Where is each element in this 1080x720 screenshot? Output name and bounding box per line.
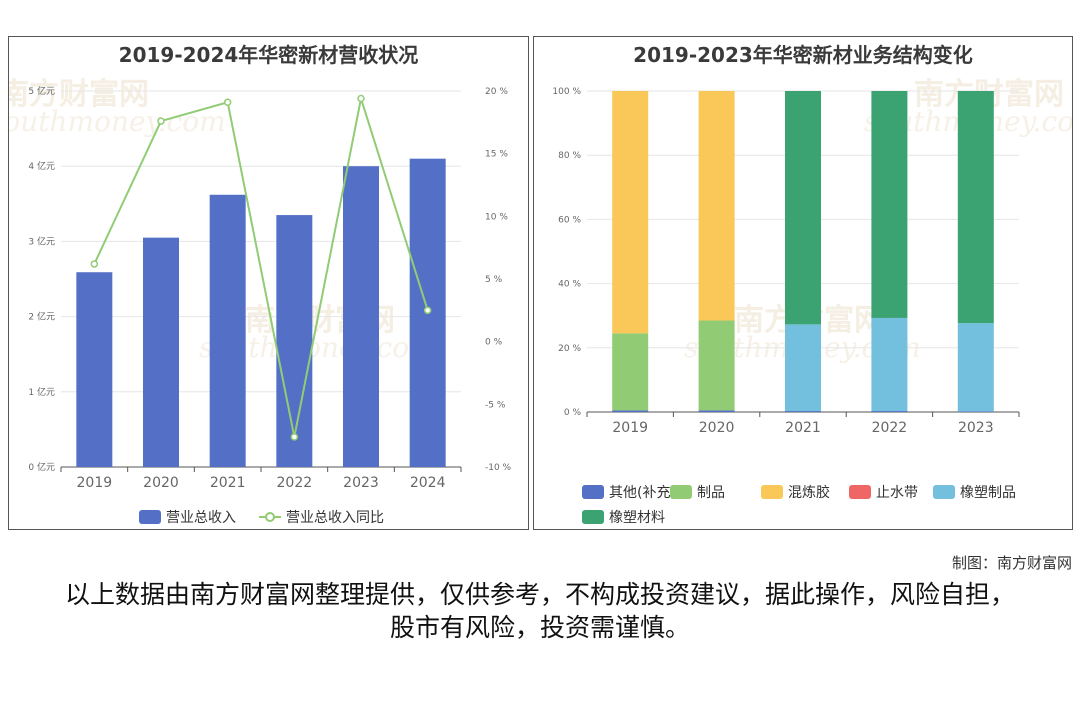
revenue-chart: 0 亿元 1 亿元 2 亿元 3 亿元 4 亿元 5 亿元 -10 % -5 % 0 % 5 % 1… <box>28 85 512 526</box>
line-point <box>157 117 165 125</box>
bar <box>76 272 113 467</box>
line-point <box>423 306 432 315</box>
x-tick-label: 2023 <box>958 420 994 436</box>
legend-swatch <box>761 485 783 499</box>
disclaimer-text: 以上数据由南方财富网整理提供，仅供参考，不构成投资建议，据此操作，风险自担，股市… <box>64 580 1015 642</box>
y-tick-label: 1 亿元 <box>28 386 55 398</box>
legend-swatch <box>265 512 275 522</box>
line-point <box>290 433 299 441</box>
chart-title: 2019-2023年华密新材业务结构变化 <box>633 43 973 67</box>
legend-label: 制品 <box>697 485 725 501</box>
stacked-bar-segment <box>871 317 908 412</box>
line-series <box>93 98 429 438</box>
y-tick-label: 0 % <box>564 408 582 418</box>
business-structure-chart-panel: 南方财富网 southmoney.com 南方财富网 southmoney.co… <box>533 36 1073 530</box>
legend-swatch <box>582 485 604 499</box>
y-tick-label: 5 亿元 <box>28 85 55 97</box>
x-tick-label: 2022 <box>872 420 908 436</box>
y2-tick-label: 10 % <box>485 212 508 222</box>
y2-tick-label: -5 % <box>485 400 506 410</box>
stacked-bar-segment <box>957 91 994 324</box>
y-tick-label: 80 % <box>558 151 581 161</box>
x-tick-label: 2022 <box>277 475 313 491</box>
legend-label: 橡塑制品 <box>960 485 1016 501</box>
legend-label: 营业总收入同比 <box>286 510 384 526</box>
legend-swatch <box>139 510 161 524</box>
stacked-bar-segment <box>612 333 649 411</box>
y2-tick-label: 15 % <box>485 150 508 160</box>
x-tick-label: 2019 <box>77 475 113 491</box>
stacked-bar-segment <box>698 91 735 321</box>
bar <box>343 166 379 467</box>
legend-label: 营业总收入 <box>166 510 236 526</box>
bar <box>276 215 313 467</box>
line-point <box>357 94 365 103</box>
stacked-bar-segment <box>612 91 649 334</box>
stacked-bar-segment <box>957 411 994 412</box>
revenue-chart-panel: 南方财富网 southmoney.com 南方财富网 southmoney.co… <box>8 36 529 530</box>
y-tick-label: 3 亿元 <box>28 235 55 247</box>
y-tick-label: 0 亿元 <box>28 461 55 473</box>
legend-label: 其他(补充) <box>609 485 676 501</box>
legend-label: 止水带 <box>876 485 918 501</box>
stacked-bar-segment <box>785 91 821 325</box>
stacked-bar-segment <box>785 411 821 412</box>
y2-tick-label: -10 % <box>485 463 512 473</box>
y-tick-label: 4 亿元 <box>28 160 55 172</box>
x-tick-label: 2020 <box>143 475 179 491</box>
y-tick-label: 20 % <box>558 344 581 354</box>
bar <box>143 237 179 467</box>
chart-title: 2019-2024年华密新材营收状况 <box>118 43 419 67</box>
y-tick-label: 2 亿元 <box>28 311 55 323</box>
x-tick-label: 2020 <box>699 420 735 436</box>
y-tick-label: 40 % <box>558 280 581 290</box>
y2-tick-label: 5 % <box>485 275 503 285</box>
legend-swatch <box>670 485 692 499</box>
business-structure-chart: 0 % 20 % 40 % 60 % 80 % 100 % 2019 2020 2021 2022… <box>552 87 1020 526</box>
bar <box>209 194 246 467</box>
line-point <box>223 98 232 107</box>
x-tick-label: 2023 <box>343 475 379 491</box>
line-point <box>90 260 99 268</box>
y2-tick-label: 20 % <box>485 87 508 97</box>
legend-swatch <box>933 485 955 499</box>
x-tick-label: 2021 <box>785 420 821 436</box>
y-tick-label: 100 % <box>552 87 581 97</box>
y-tick-label: 60 % <box>558 215 581 225</box>
stacked-bar-segment <box>871 91 908 318</box>
x-tick-label: 2021 <box>210 475 246 491</box>
stacked-bar-segment <box>612 410 649 412</box>
chart-credit: 制图：南方财富网 <box>951 554 1072 572</box>
legend-swatch <box>582 510 604 524</box>
stacked-bar-segment <box>957 323 994 412</box>
stacked-bar-segment <box>698 320 735 411</box>
stacked-bar-segment <box>698 410 735 412</box>
y2-tick-label: 0 % <box>485 338 503 348</box>
stacked-bar-segment <box>871 411 908 412</box>
x-tick-label: 2019 <box>612 420 648 436</box>
x-tick-label: 2024 <box>410 475 446 491</box>
legend-swatch <box>849 485 871 499</box>
stacked-bar-segment <box>785 324 821 412</box>
legend-label: 橡塑材料 <box>609 510 665 526</box>
legend-label: 混炼胶 <box>788 484 830 501</box>
